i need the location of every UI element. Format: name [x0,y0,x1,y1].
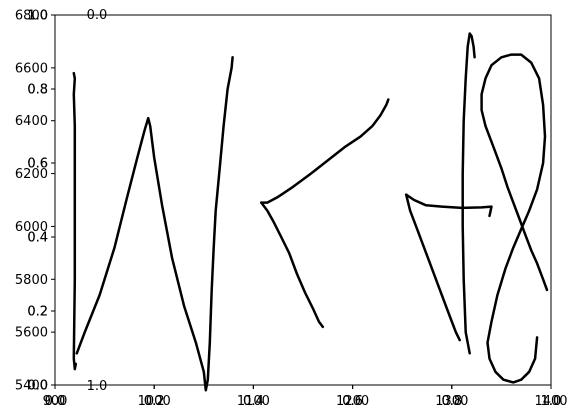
unit-axes-2-y-tick-label: 0.2 [27,305,48,320]
primary-axes-x-tick-label: 1200 [336,394,369,409]
unit-axes-1-y-tick-label: 1.0 [27,9,48,24]
primary-axes-x-tick-label: 1400 [534,394,567,409]
stray-label-1: 1.0 [87,379,108,394]
unit-axes-2-x-tick-label: 0.4 [243,394,264,409]
primary-axes-x-tick-label: 900 [43,394,68,409]
unit-axes-2-x-tick-label: 0.0 [45,394,66,409]
primary-axes-y-tick-label: 5400 [15,379,48,394]
primary-axes-x-tick-label: 1300 [435,394,468,409]
unit-axes-1-x-tick-label: 0.6 [342,394,363,409]
axes-frame [54,14,552,386]
unit-axes-2-y-tick-label: 1.0 [27,9,48,24]
unit-axes-1-y-tick-label: 0.6 [27,157,48,172]
unit-axes-2-y-tick-label: 0.0 [27,379,48,394]
series-line-8 [480,53,549,384]
unit-axes-1-y-tick-label: 0.4 [27,231,48,246]
unit-axes-1-y-tick-label: 0.0 [27,379,48,394]
series-line-3 [260,98,390,204]
primary-axes-x-tick-label: 1000 [138,394,171,409]
unit-axes-1-y-tick-label: 0.8 [27,83,48,98]
ticks-layer: 900 1000 1100 1200 1300 1400 5400 5600 5800 6000 6… [15,8,568,409]
series-layer [72,32,549,392]
unit-axes-2-x-tick-label: 0.6 [342,394,363,409]
unit-axes-1-x-tick-label: 1.0 [541,394,562,409]
stray-label-0: 0.0 [87,8,108,23]
primary-axes-y-tick-label: 5600 [15,326,48,341]
unit-axes-2-y-tick-label: 0.4 [27,231,48,246]
primary-axes-x-tick-label: 1100 [237,394,270,409]
primary-axes-y-tick-label: 5800 [15,273,48,288]
unit-axes-2-y-tick-label: 0.6 [27,157,48,172]
primary-axes-y-tick-label: 6400 [15,114,48,129]
primary-axes-y-tick-label: 6000 [15,220,48,235]
unit-axes-1-y-tick-label: 0.2 [27,305,48,320]
unit-axes-2-x-tick-label: 0.2 [144,394,165,409]
unit-axes-1-x-tick-label: 0.2 [144,394,165,409]
primary-axes-y-tick-label: 6200 [15,167,48,182]
series-line-4 [260,201,325,329]
unit-axes-2-y-tick-label: 0.8 [27,83,48,98]
series-line-1 [72,71,78,371]
unit-axes-1-x-tick-label: 0.4 [243,394,264,409]
series-line-2 [75,56,234,392]
unit-axes-1-x-tick-label: 0.8 [441,394,462,409]
series-line-6 [404,193,461,342]
primary-axes-y-tick-label: 6800 [15,9,48,24]
series-line-7 [461,32,476,355]
plot-frame [54,14,552,386]
series-line-5 [404,193,493,218]
primary-axes-y-tick-label: 6600 [15,61,48,76]
unit-axes-2-x-tick-label: 1.0 [541,394,562,409]
unit-axes-2-x-tick-label: 0.8 [441,394,462,409]
unit-axes-1-x-tick-label: 0.0 [45,394,66,409]
